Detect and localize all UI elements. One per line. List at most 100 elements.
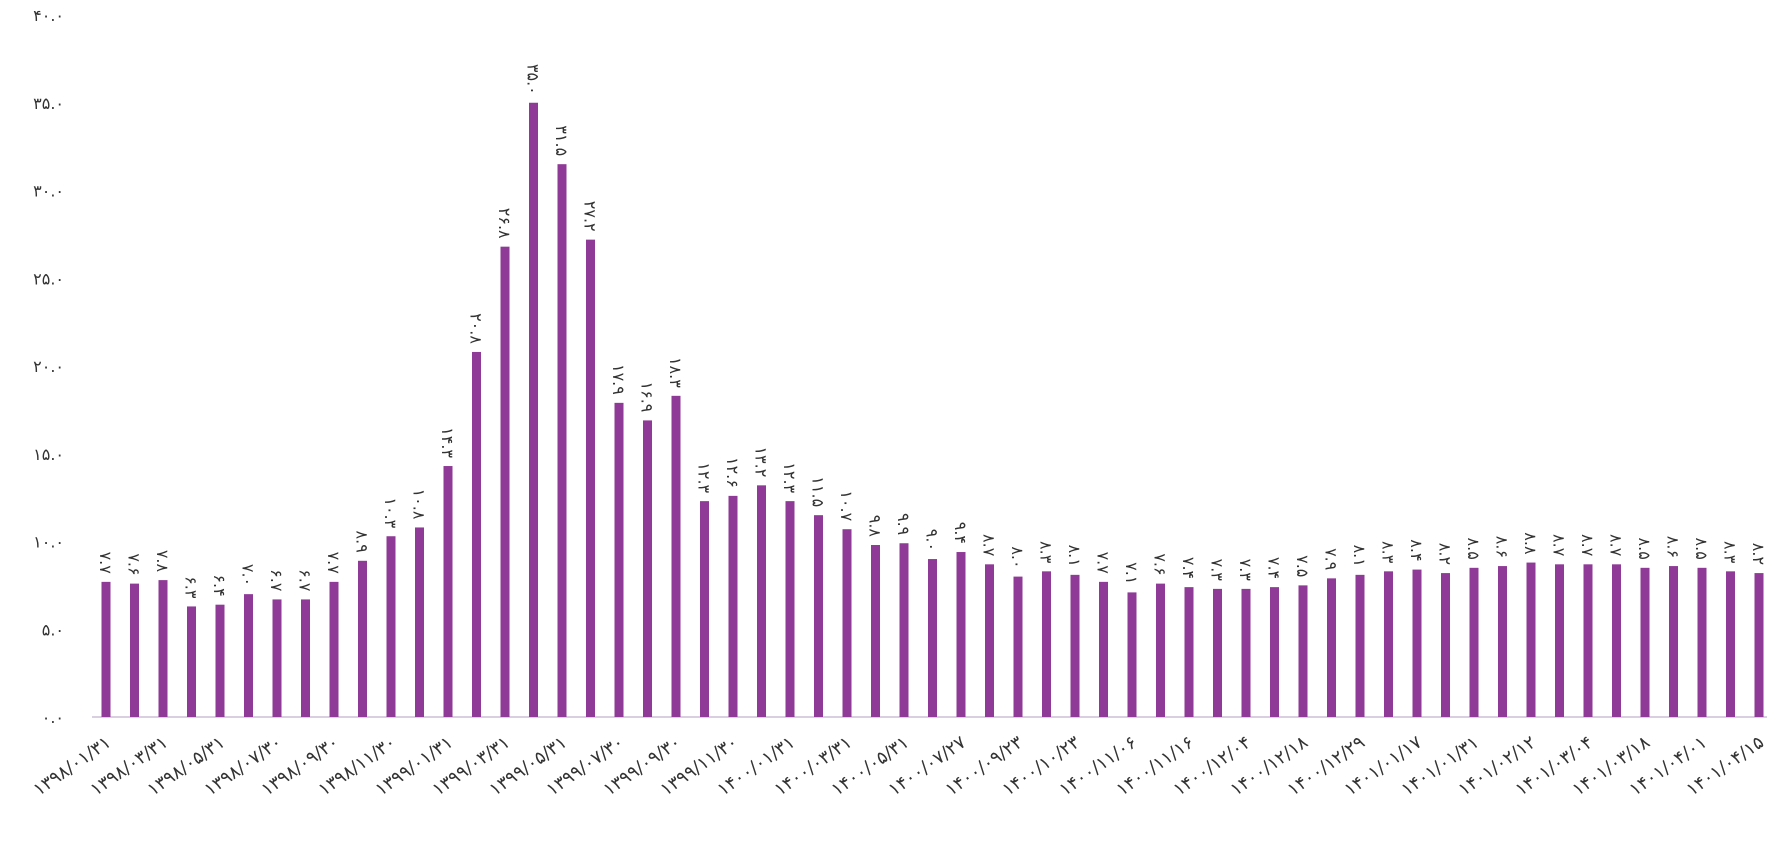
value-label: ۸.۱ bbox=[1065, 545, 1084, 567]
value-label: ۸.۵ bbox=[1464, 538, 1483, 560]
value-label: ۸.۳ bbox=[1379, 541, 1398, 564]
bar bbox=[101, 581, 111, 717]
bar bbox=[1127, 592, 1137, 717]
bar bbox=[671, 395, 681, 717]
value-label: ۸.۳ bbox=[1721, 541, 1740, 564]
bar bbox=[956, 552, 966, 717]
bar bbox=[1640, 567, 1650, 717]
y-tick-label: ۱۵.۰ bbox=[33, 445, 64, 464]
value-label: ۹.۹ bbox=[894, 513, 913, 535]
bar bbox=[842, 529, 852, 717]
bar bbox=[1270, 587, 1279, 717]
y-tick-label: ۴۰.۰ bbox=[33, 6, 64, 25]
value-label: ۸.۳ bbox=[1037, 541, 1056, 564]
value-label: ۱۸.۳ bbox=[666, 357, 685, 388]
bar bbox=[1156, 583, 1165, 717]
value-label: ۱۶.۹ bbox=[638, 382, 657, 413]
value-label: ۸.۵ bbox=[1635, 538, 1654, 560]
value-label: ۲۰.۸ bbox=[467, 313, 486, 344]
bar bbox=[1241, 588, 1251, 717]
bar bbox=[985, 564, 994, 717]
bar bbox=[1184, 587, 1194, 717]
bar bbox=[728, 495, 738, 717]
bar bbox=[443, 466, 453, 717]
value-label: ۸.۴ bbox=[1407, 539, 1426, 561]
bar bbox=[614, 402, 624, 717]
value-label: ۷.۳ bbox=[1208, 559, 1227, 582]
value-label: ۸.۶ bbox=[1493, 536, 1512, 558]
value-label: ۹.۴ bbox=[951, 522, 970, 544]
value-label: ۷.۷ bbox=[324, 552, 343, 575]
value-label: ۸.۵ bbox=[1692, 538, 1711, 560]
value-label: ۱۰.۳ bbox=[381, 497, 400, 528]
y-tick-label: ۵.۰ bbox=[42, 620, 64, 639]
bar bbox=[785, 501, 795, 717]
bar bbox=[1526, 562, 1536, 717]
value-label: ۳۱.۵ bbox=[552, 125, 571, 156]
y-tick-label: ۳۰.۰ bbox=[33, 182, 64, 201]
bar bbox=[358, 560, 367, 717]
value-label: ۱۲.۳ bbox=[780, 462, 799, 493]
value-label: ۱۲.۶ bbox=[723, 457, 742, 488]
bar bbox=[1498, 566, 1507, 717]
bar bbox=[187, 606, 196, 717]
y-tick-label: ۳۵.۰ bbox=[33, 94, 64, 113]
bar bbox=[1298, 585, 1308, 717]
value-label: ۱۰.۸ bbox=[410, 489, 429, 520]
y-tick-label: ۲۵.۰ bbox=[33, 269, 64, 288]
bar bbox=[1384, 571, 1393, 717]
value-label: ۸.۶ bbox=[1664, 536, 1683, 558]
value-label: ۶.۴ bbox=[210, 574, 229, 596]
bar bbox=[1583, 564, 1593, 717]
bar bbox=[643, 420, 652, 717]
y-tick-label: ۱۰.۰ bbox=[33, 533, 64, 552]
bar bbox=[1669, 566, 1678, 717]
bar bbox=[1355, 574, 1365, 717]
bar bbox=[301, 599, 310, 717]
value-label: ۶.۷ bbox=[267, 569, 286, 592]
bar bbox=[500, 246, 510, 717]
value-label: ۱۲.۳ bbox=[695, 462, 714, 493]
value-label: ۸.۷ bbox=[980, 534, 999, 557]
bar bbox=[1412, 569, 1422, 717]
value-label: ۱۰.۷ bbox=[837, 490, 856, 521]
bar bbox=[529, 102, 538, 717]
bar bbox=[1441, 573, 1450, 717]
bar bbox=[928, 559, 937, 717]
bar bbox=[215, 604, 225, 717]
bar bbox=[158, 580, 168, 717]
bar bbox=[1042, 571, 1051, 717]
bar bbox=[1099, 581, 1108, 717]
bar bbox=[899, 543, 909, 717]
value-label: ۸.۹ bbox=[353, 531, 372, 553]
bar bbox=[1327, 578, 1336, 717]
value-label: ۷.۴ bbox=[1265, 557, 1284, 579]
value-label: ۸.۰ bbox=[1008, 546, 1027, 568]
bar bbox=[1213, 588, 1222, 717]
bar bbox=[1013, 576, 1023, 717]
value-label: ۷.۸ bbox=[153, 550, 172, 573]
bar bbox=[757, 485, 766, 717]
bar bbox=[586, 239, 595, 717]
value-label: ۷.۶ bbox=[125, 553, 144, 575]
bar bbox=[1697, 567, 1707, 717]
bar bbox=[1612, 564, 1621, 717]
value-label: ۷.۶ bbox=[1151, 553, 1170, 575]
value-label: ۸.۷ bbox=[1578, 534, 1597, 557]
value-label: ۱۷.۹ bbox=[609, 364, 628, 395]
value-label: ۶.۳ bbox=[182, 576, 201, 599]
y-tick-label: ۰.۰ bbox=[42, 708, 64, 727]
value-label: ۷.۷ bbox=[1094, 552, 1113, 575]
bar bbox=[329, 581, 339, 717]
value-label: ۸.۲ bbox=[1436, 543, 1455, 565]
value-label: ۷.۵ bbox=[1293, 555, 1312, 577]
y-tick-label: ۲۰.۰ bbox=[33, 357, 64, 376]
value-label: ۷.۷ bbox=[96, 552, 115, 575]
bar bbox=[700, 501, 709, 717]
bar bbox=[386, 536, 396, 717]
value-label: ۸.۸ bbox=[1521, 532, 1540, 555]
bar bbox=[1555, 564, 1564, 717]
value-label: ۶.۷ bbox=[296, 569, 315, 592]
bar bbox=[272, 599, 282, 717]
value-label: ۲۶.۸ bbox=[495, 208, 514, 239]
